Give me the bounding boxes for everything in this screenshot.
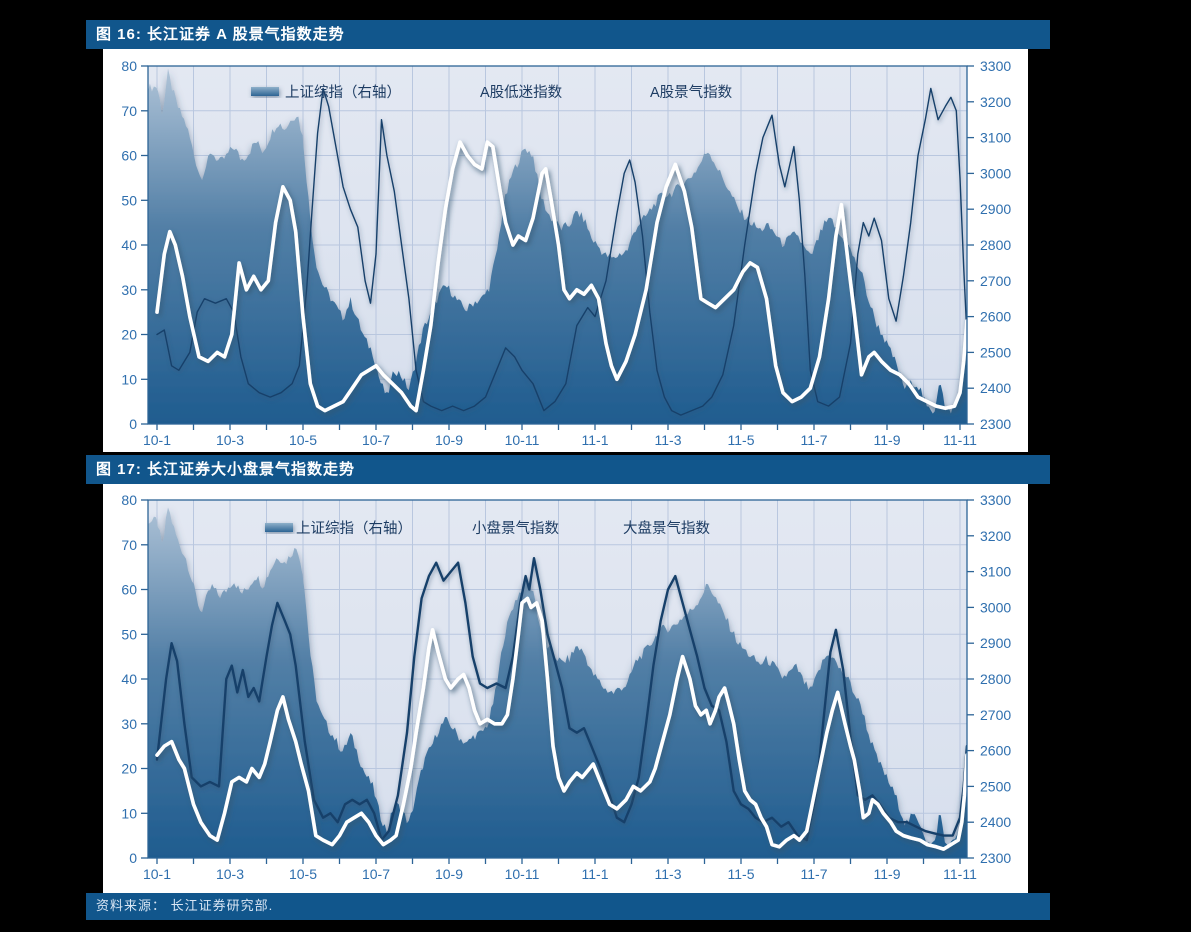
svg-text:11-9: 11-9 bbox=[874, 866, 901, 882]
right-axis-labels: 2300 2400 2500 2600 2700 2800 2900 3000 3100 3200… bbox=[980, 492, 1011, 866]
svg-text:3200: 3200 bbox=[980, 528, 1011, 544]
figure17-chart: 0 10 20 30 40 50 60 70 80 2300 2400 2500 2600 2700 280… bbox=[121, 492, 1011, 882]
svg-text:11-7: 11-7 bbox=[801, 432, 828, 448]
figure16-chart: 0 10 20 30 40 50 60 70 80 2300 2400 2500 2600 2700 280… bbox=[121, 58, 1011, 448]
svg-text:11-11: 11-11 bbox=[943, 432, 977, 448]
svg-text:30: 30 bbox=[121, 716, 137, 732]
legend-label: 大盘景气指数 bbox=[623, 519, 710, 537]
svg-text:40: 40 bbox=[121, 237, 137, 253]
svg-text:10-7: 10-7 bbox=[362, 866, 390, 882]
svg-text:3100: 3100 bbox=[980, 564, 1011, 580]
svg-text:3200: 3200 bbox=[980, 94, 1011, 110]
svg-text:2700: 2700 bbox=[980, 273, 1011, 289]
svg-text:30: 30 bbox=[121, 282, 137, 298]
svg-text:50: 50 bbox=[121, 192, 137, 208]
svg-text:10-3: 10-3 bbox=[216, 866, 244, 882]
svg-text:3300: 3300 bbox=[980, 58, 1011, 74]
svg-text:0: 0 bbox=[129, 850, 137, 866]
svg-text:10-5: 10-5 bbox=[289, 432, 317, 448]
svg-text:10-5: 10-5 bbox=[289, 866, 317, 882]
svg-text:2600: 2600 bbox=[980, 309, 1011, 325]
sse-composite-area-series bbox=[148, 507, 967, 858]
svg-text:2800: 2800 bbox=[980, 237, 1011, 253]
svg-text:11-9: 11-9 bbox=[874, 432, 901, 448]
legend-label: 上证综指（右轴） bbox=[296, 520, 412, 537]
svg-text:2400: 2400 bbox=[980, 380, 1011, 396]
svg-text:50: 50 bbox=[121, 626, 137, 642]
svg-text:70: 70 bbox=[121, 537, 137, 553]
svg-text:10-1: 10-1 bbox=[143, 432, 171, 448]
right-axis-labels: 2300 2400 2500 2600 2700 2800 2900 3000 3100 3200… bbox=[980, 58, 1011, 432]
svg-text:10-9: 10-9 bbox=[435, 432, 463, 448]
svg-text:2900: 2900 bbox=[980, 201, 1011, 217]
legend: 上证综指（右轴） 小盘景气指数 大盘景气指数 bbox=[265, 519, 710, 537]
svg-text:11-11: 11-11 bbox=[943, 866, 977, 882]
x-axis-labels: 10-1 10-3 10-5 10-7 10-9 10-11 11-1 11-3 11-5 11-… bbox=[143, 432, 977, 448]
svg-text:2900: 2900 bbox=[980, 635, 1011, 651]
dark-index-line-series bbox=[155, 557, 967, 842]
legend-label: 小盘景气指数 bbox=[472, 519, 559, 537]
svg-text:3000: 3000 bbox=[980, 599, 1011, 615]
axis-ticks bbox=[141, 65, 974, 430]
svg-text:11-5: 11-5 bbox=[728, 866, 755, 882]
white-index-line-series bbox=[155, 140, 967, 413]
svg-text:11-1: 11-1 bbox=[582, 866, 609, 882]
dark-index-line-series bbox=[156, 87, 967, 416]
white-index-line-series bbox=[155, 596, 967, 851]
svg-text:40: 40 bbox=[121, 671, 137, 687]
svg-text:2300: 2300 bbox=[980, 850, 1011, 866]
legend-label: A股景气指数 bbox=[650, 84, 733, 101]
svg-text:3000: 3000 bbox=[980, 165, 1011, 181]
svg-text:80: 80 bbox=[121, 58, 137, 74]
left-axis-labels: 0 10 20 30 40 50 60 70 80 bbox=[121, 58, 137, 432]
svg-text:3300: 3300 bbox=[980, 492, 1011, 508]
svg-text:2300: 2300 bbox=[980, 416, 1011, 432]
svg-text:2500: 2500 bbox=[980, 778, 1011, 794]
svg-text:20: 20 bbox=[121, 761, 137, 777]
svg-text:2700: 2700 bbox=[980, 707, 1011, 723]
svg-text:70: 70 bbox=[121, 103, 137, 119]
svg-text:10-11: 10-11 bbox=[505, 866, 540, 882]
source-note: 资料来源： 长江证券研究部. bbox=[96, 898, 274, 913]
svg-text:60: 60 bbox=[121, 148, 137, 164]
figure16-title: 图 16: 长江证券 A 股景气指数走势 bbox=[96, 26, 345, 43]
svg-text:10-11: 10-11 bbox=[505, 432, 540, 448]
svg-text:10-3: 10-3 bbox=[216, 432, 244, 448]
svg-text:2800: 2800 bbox=[980, 671, 1011, 687]
svg-text:2400: 2400 bbox=[980, 814, 1011, 830]
svg-text:10-7: 10-7 bbox=[362, 432, 390, 448]
svg-text:2600: 2600 bbox=[980, 743, 1011, 759]
left-axis-labels: 0 10 20 30 40 50 60 70 80 bbox=[121, 492, 137, 866]
figure17-chart-card: 0 10 20 30 40 50 60 70 80 2300 2400 2500 2600 2700 280… bbox=[103, 484, 1028, 893]
axis-ticks bbox=[141, 499, 974, 864]
figure17-title-bar: 图 17: 长江证券大小盘景气指数走势 bbox=[86, 455, 1050, 484]
svg-text:10-1: 10-1 bbox=[143, 866, 171, 882]
legend: 上证综指（右轴） A股低迷指数 A股景气指数 bbox=[251, 84, 733, 101]
svg-text:10: 10 bbox=[121, 371, 137, 387]
svg-text:2500: 2500 bbox=[980, 344, 1011, 360]
svg-text:80: 80 bbox=[121, 492, 137, 508]
figure16-chart-card: 0 10 20 30 40 50 60 70 80 2300 2400 2500 2600 2700 280… bbox=[103, 49, 1028, 452]
svg-text:0: 0 bbox=[129, 416, 137, 432]
x-axis-labels: 10-1 10-3 10-5 10-7 10-9 10-11 11-1 11-3 11-5 11-… bbox=[143, 866, 977, 882]
figure16-title-bar: 图 16: 长江证券 A 股景气指数走势 bbox=[86, 20, 1050, 49]
svg-text:60: 60 bbox=[121, 582, 137, 598]
source-bar: 资料来源： 长江证券研究部. bbox=[86, 893, 1050, 920]
svg-text:11-3: 11-3 bbox=[655, 866, 682, 882]
legend-label: A股低迷指数 bbox=[480, 84, 563, 101]
svg-text:11-3: 11-3 bbox=[655, 432, 682, 448]
svg-text:3100: 3100 bbox=[980, 130, 1011, 146]
svg-text:10: 10 bbox=[121, 805, 137, 821]
svg-text:11-7: 11-7 bbox=[801, 866, 828, 882]
figure17-title: 图 17: 长江证券大小盘景气指数走势 bbox=[96, 461, 356, 478]
svg-text:20: 20 bbox=[121, 327, 137, 343]
svg-text:11-5: 11-5 bbox=[728, 432, 755, 448]
legend-label: 上证综指（右轴） bbox=[285, 84, 401, 101]
svg-text:11-1: 11-1 bbox=[582, 432, 609, 448]
svg-text:10-9: 10-9 bbox=[435, 866, 463, 882]
